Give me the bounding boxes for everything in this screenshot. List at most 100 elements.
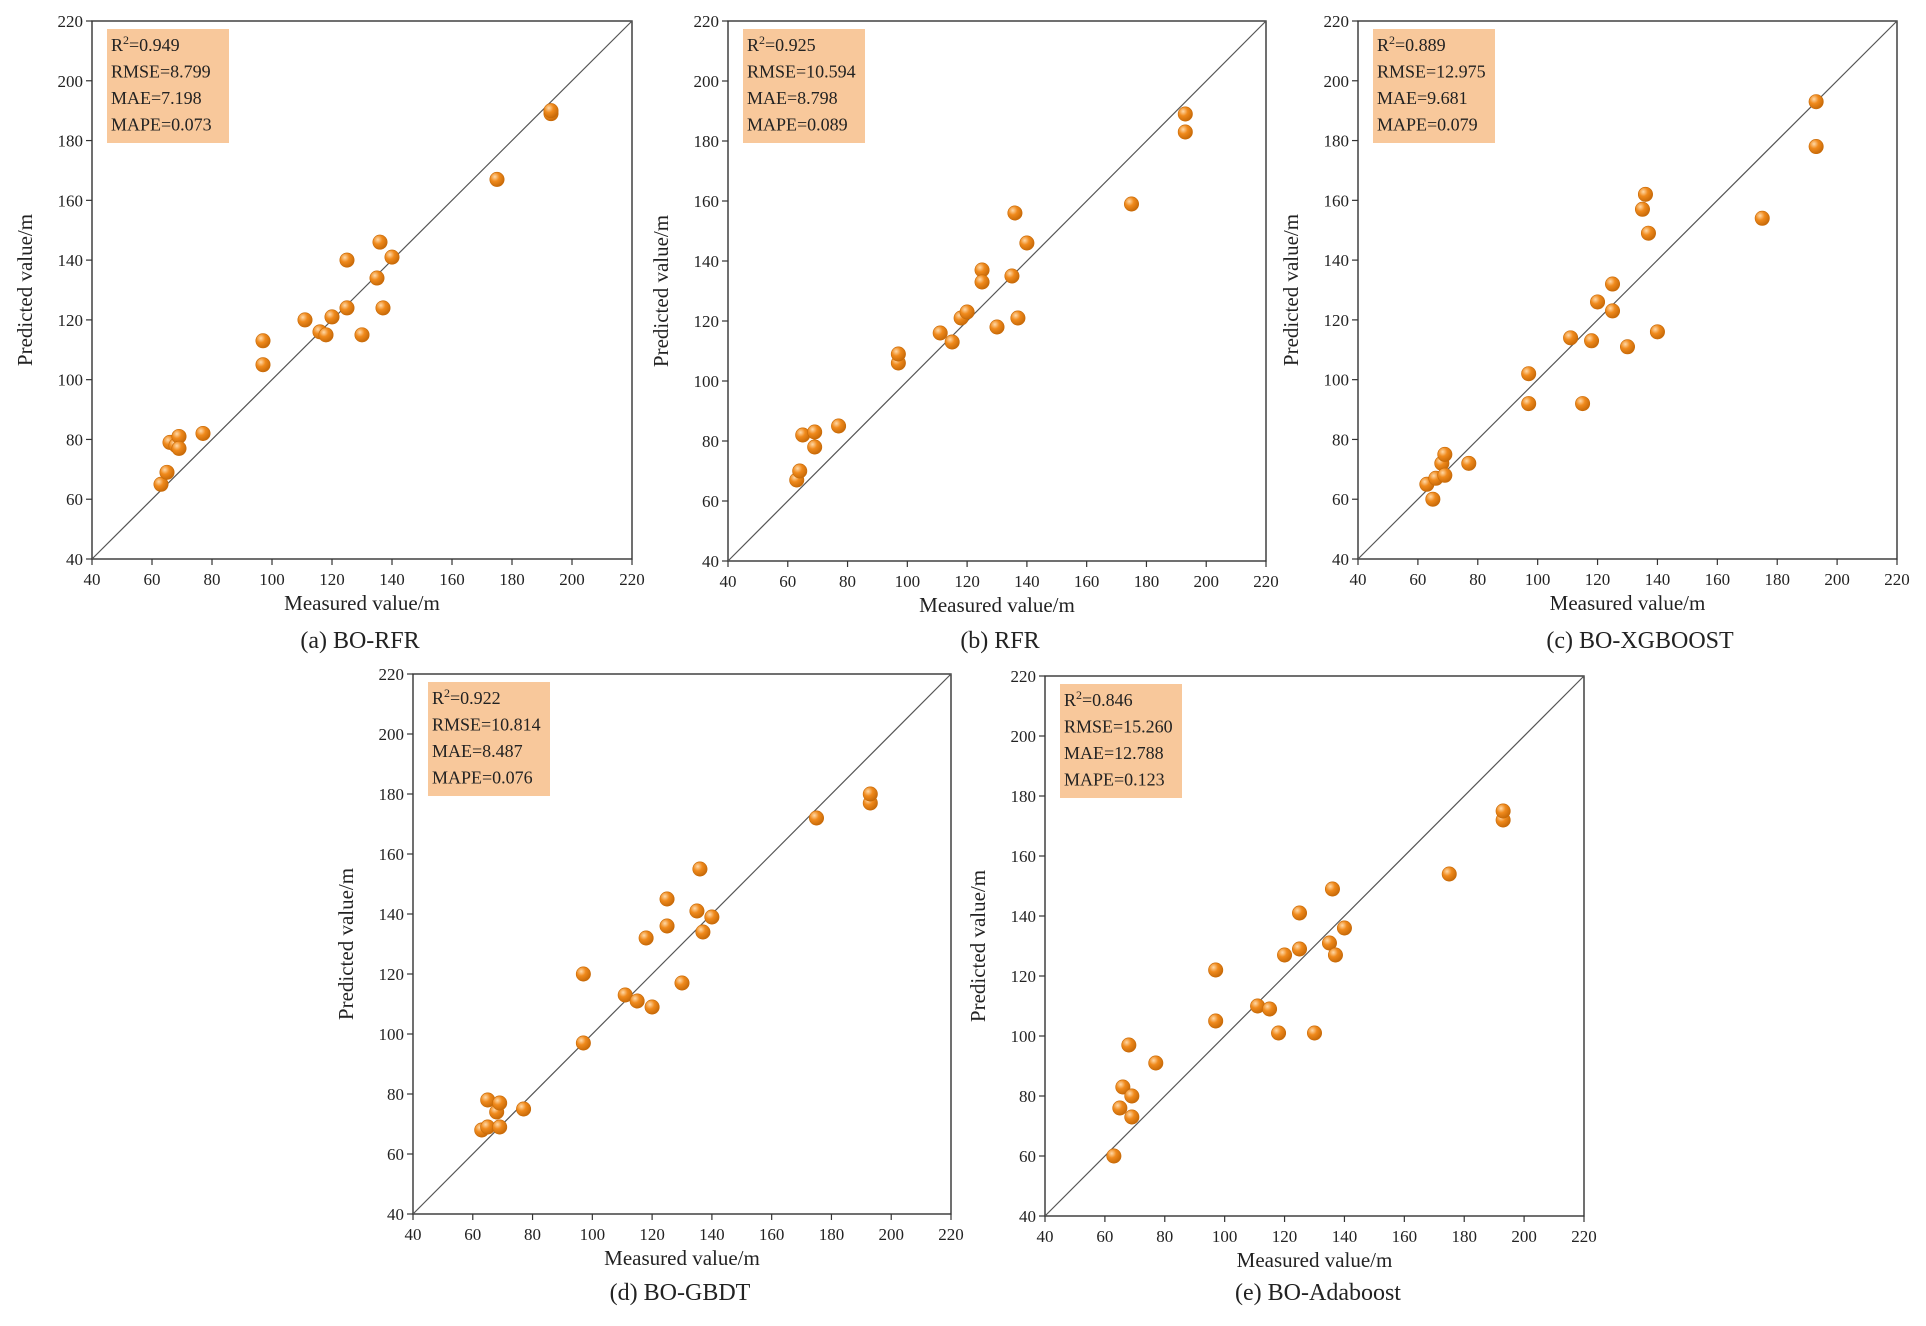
y-tick-label: 140 [379,905,405,924]
y-tick-label: 200 [58,72,84,91]
data-point [1590,294,1606,310]
x-tick-label: 200 [559,570,585,589]
data-point [944,334,960,350]
x-axis-title: Measured value/m [1237,1248,1393,1272]
data-point [1019,235,1035,251]
stats-line-mae: MAE=8.798 [747,88,838,108]
x-tick-label: 140 [699,1225,725,1244]
data-point [516,1101,532,1117]
plot-frame [1357,20,1898,560]
x-tick-label: 100 [1525,570,1551,589]
x-tick-label: 160 [759,1225,785,1244]
y-tick-label: 180 [1011,787,1037,806]
y-tick-label: 220 [694,12,720,31]
data-point [1563,330,1579,346]
y-axis-title: Predicted value/m [334,868,358,1020]
stats-line-rmse: RMSE=8.799 [111,62,211,82]
y-tick-label: 120 [1011,967,1037,986]
data-point [659,891,675,907]
y-tick-label: 60 [387,1145,404,1164]
data-point [1007,205,1023,221]
data-point [492,1119,508,1135]
stats-box [743,29,865,143]
stats-line-rmse: RMSE=12.975 [1377,62,1486,82]
y-tick-label: 100 [1011,1027,1037,1046]
y-tick-label: 200 [379,725,405,744]
x-tick-label: 200 [1511,1227,1537,1246]
x-tick-label: 220 [1571,1227,1597,1246]
y-tick-label: 100 [694,372,720,391]
x-tick-label: 60 [144,570,161,589]
data-point [369,270,385,286]
data-point [674,975,690,991]
data-point [324,309,340,325]
x-tick-label: 100 [259,570,285,589]
y-tick-label: 80 [1019,1087,1036,1106]
y-tick-label: 160 [1324,191,1350,210]
y-tick-label: 120 [1324,311,1350,330]
x-tick-label: 100 [580,1225,606,1244]
scatter-panels: 40 60 80 100 120 140 160 180 200 220 40 60 80 100 120 1… [13,12,1910,1306]
y-tick-label: 60 [66,490,83,509]
scatter-panel-2: 40 60 80 100 120 140 160 180 200 220 40 60 80 100 120 1… [649,12,1279,654]
x-axis-title: Measured value/m [284,591,440,615]
data-point [638,930,654,946]
scatter-panel-4: 40 60 80 100 120 140 160 180 200 220 40 60 80 100 120 1… [334,665,964,1306]
y-tick-label: 200 [1324,72,1350,91]
x-tick-label: 80 [524,1225,541,1244]
data-point [1521,396,1537,412]
data-point [1441,866,1457,882]
x-axis-title: Measured value/m [1550,591,1706,615]
stats-line-r: R2=0.925 [747,33,816,55]
plot-frame [1044,675,1585,1217]
y-tick-label: 180 [1324,132,1350,151]
y-axis-title: Predicted value/m [1279,214,1303,366]
x-tick-label: 60 [1409,570,1426,589]
plot-frame [91,20,633,560]
data-point [1292,905,1308,921]
y-tick-label: 80 [387,1085,404,1104]
data-point [575,1035,591,1051]
diagonal-reference-line [727,20,1267,562]
data-point [1808,139,1824,155]
panel-caption: (e) BO-Adaboost [1235,1280,1401,1306]
data-point [1634,201,1650,217]
x-tick-label: 180 [1764,570,1790,589]
stats-line-r: R2=0.846 [1064,688,1133,710]
panel-caption: (d) BO-GBDT [610,1280,751,1306]
x-tick-label: 120 [1272,1227,1298,1246]
x-tick-label: 220 [1884,570,1910,589]
y-tick-label: 60 [1332,490,1349,509]
data-point [1327,947,1343,963]
data-point [1425,491,1441,507]
data-point [372,234,388,250]
data-point [255,333,271,349]
data-point [375,300,391,316]
y-tick-label: 200 [694,72,720,91]
x-tick-label: 160 [1074,572,1100,591]
data-point [339,300,355,316]
scatter-panel-3: 40 60 80 100 120 140 160 180 200 220 40 60 80 100 120 1… [1279,12,1910,654]
diagonal-reference-line [1044,675,1585,1217]
scatter-panel-1: 40 60 80 100 120 140 160 180 200 220 40 60 80 100 120 1… [13,12,645,654]
y-axis-title: Predicted value/m [966,870,990,1022]
data-point [692,861,708,877]
data-point [339,252,355,268]
stats-line-r: R2=0.889 [1377,33,1446,55]
data-point [171,440,187,456]
data-point [989,319,1005,335]
y-tick-label: 220 [1324,12,1350,31]
x-tick-label: 200 [878,1225,904,1244]
y-tick-label: 220 [379,665,405,684]
data-point [1124,196,1140,212]
data-point [808,810,824,826]
x-tick-label: 140 [379,570,405,589]
data-point [255,357,271,373]
data-point [1649,324,1665,340]
data-point [689,903,705,919]
x-tick-label: 80 [839,572,856,591]
data-point [1004,268,1020,284]
data-point [617,987,633,1003]
data-point [1262,1001,1278,1017]
